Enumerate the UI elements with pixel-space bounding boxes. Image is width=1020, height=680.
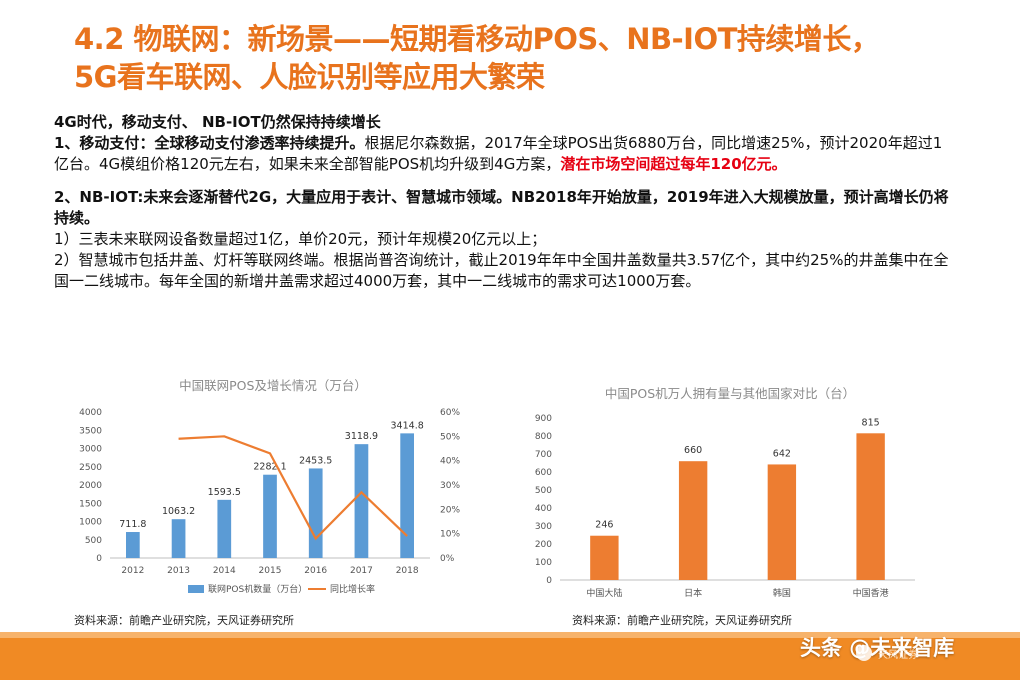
- y-tick-label: 300: [535, 522, 552, 532]
- y-right-tick-label: 60%: [440, 408, 460, 418]
- x-tick-label: 韩国: [773, 587, 791, 599]
- y-left-tick-label: 3000: [79, 445, 102, 455]
- data-label: 2282.1: [253, 462, 286, 473]
- paragraph-mobile-payment-text: 根据尼尔森数据，2017年全球POS出货6880万台，同比增速25%，预计202…: [54, 134, 943, 173]
- y-tick-label: 200: [535, 540, 552, 550]
- pos-density-chart: 中国POS机万人拥有量与其他国家对比（台） 0 100 200 300 400 500 600…: [520, 378, 940, 606]
- chart-title: 中国POS机万人拥有量与其他国家对比（台）: [605, 386, 855, 401]
- body-text: 4G时代，移动支付、 NB-IOT仍然保持持续增长 1、移动支付：全球移动支付渗…: [54, 112, 954, 292]
- bar: [400, 433, 414, 558]
- source-right: 资料来源：前瞻产业研究院，天风证券研究所: [572, 614, 792, 627]
- y-left-tick-label: 1500: [79, 499, 102, 509]
- y-left-tick-label: 1000: [79, 518, 102, 528]
- y-left-tick-label: 4000: [79, 408, 102, 418]
- y-right-tick-label: 20%: [440, 505, 460, 515]
- bar: [856, 433, 885, 580]
- x-tick-label: 2013: [167, 566, 190, 576]
- paragraph-mobile-payment: 1、移动支付：全球移动支付渗透率持续提升。根据尼尔森数据，2017年全球POS出…: [54, 133, 954, 175]
- paragraph-nbiot: 2、NB-IOT:未来会逐渐替代2G，大量应用于表计、智慧城市领域。NB2018…: [54, 188, 949, 227]
- watermark: 头条 @未来智库: [800, 636, 955, 660]
- x-tick-label: 2016: [304, 566, 327, 576]
- x-tick-label: 日本: [684, 587, 702, 599]
- data-label: 815: [862, 417, 880, 428]
- bar: [263, 474, 277, 558]
- legend-label-line: 同比增长率: [330, 583, 375, 595]
- data-label: 3414.8: [391, 420, 424, 431]
- y-tick-label: 800: [535, 432, 552, 442]
- y-right-tick-label: 30%: [440, 481, 460, 491]
- y-right-tick-label: 40%: [440, 457, 460, 467]
- source-left: 资料来源：前瞻产业研究院，天风证券研究所: [74, 614, 294, 627]
- x-tick-label: 2018: [396, 566, 419, 576]
- y-left-tick-label: 500: [85, 536, 102, 546]
- y-left-tick-label: 0: [96, 554, 102, 564]
- x-tick-label: 2012: [121, 566, 144, 576]
- bar: [126, 532, 140, 558]
- legend-swatch-bar: [188, 585, 204, 593]
- y-left-tick-label: 2000: [79, 481, 102, 491]
- legend-label-bar: 联网POS机数量（万台）: [208, 583, 307, 595]
- y-right-tick-label: 10%: [440, 530, 460, 540]
- y-right-tick-label: 0%: [440, 554, 455, 564]
- growth-rate-line: [178, 435, 408, 541]
- y-left-tick-label: 2500: [79, 463, 102, 473]
- y-right-tick-label: 50%: [440, 432, 460, 442]
- y-tick-label: 100: [535, 558, 552, 568]
- data-label: 2453.5: [299, 455, 332, 466]
- paragraph-smart-city: 2）智慧城市包括井盖、灯杆等联网终端。根据尚普咨询统计，截止2019年年中全国井…: [54, 251, 949, 290]
- chart-title: 中国联网POS及增长情况（万台）: [179, 378, 367, 393]
- y-tick-label: 700: [535, 450, 552, 460]
- section-heading: 4G时代，移动支付、 NB-IOT仍然保持持续增长: [54, 113, 381, 131]
- data-label: 711.8: [119, 519, 146, 530]
- data-label: 3118.9: [345, 431, 378, 442]
- data-label: 642: [773, 448, 791, 459]
- x-tick-label: 中国大陆: [586, 587, 622, 599]
- bar: [590, 535, 619, 580]
- x-tick-label: 2015: [259, 566, 282, 576]
- title-line-2: 5G看车联网、人脸识别等应用大繁荣: [74, 60, 545, 94]
- bar: [354, 444, 369, 558]
- company-logo-icon: [856, 645, 872, 661]
- x-tick-label: 2014: [213, 566, 236, 576]
- paragraph-meters: 1）三表未来联网设备数量超过1亿，单价20元，预计年规模20亿元以上；: [54, 230, 547, 248]
- paragraph-mobile-payment-highlight: 潜在市场空间超过每年120亿元。: [560, 155, 787, 173]
- y-tick-label: 600: [535, 468, 552, 478]
- paragraph-mobile-payment-lead: 1、移动支付：全球移动支付渗透率持续提升。: [54, 134, 365, 152]
- y-tick-label: 0: [546, 576, 552, 586]
- bar: [678, 461, 708, 580]
- bar: [767, 464, 797, 580]
- bar: [171, 519, 186, 558]
- data-label: 1063.2: [162, 506, 195, 517]
- paragraph-gap: [54, 175, 954, 187]
- footer-band: [0, 632, 1020, 680]
- data-label: 660: [684, 445, 702, 456]
- x-tick-label: 2017: [350, 566, 373, 576]
- y-tick-label: 400: [535, 504, 552, 514]
- y-tick-label: 500: [535, 486, 552, 496]
- page-title: 4.2 物联网：新场景——短期看移动POS、NB-IOT持续增长， 5G看车联网…: [74, 20, 1004, 96]
- bar: [217, 499, 232, 558]
- bar: [308, 468, 323, 558]
- data-label: 1593.5: [208, 487, 241, 498]
- y-left-tick-label: 3500: [79, 426, 102, 436]
- x-tick-label: 中国香港: [853, 587, 889, 599]
- pos-growth-chart: 中国联网POS及增长情况（万台） 0 500 1000 1500 2000 2500 3000…: [68, 372, 478, 610]
- data-label: 246: [595, 520, 613, 531]
- title-line-1: 4.2 物联网：新场景——短期看移动POS、NB-IOT持续增长，: [74, 22, 880, 56]
- company-logo-text: 天风证券: [878, 650, 918, 661]
- y-tick-label: 900: [535, 414, 552, 424]
